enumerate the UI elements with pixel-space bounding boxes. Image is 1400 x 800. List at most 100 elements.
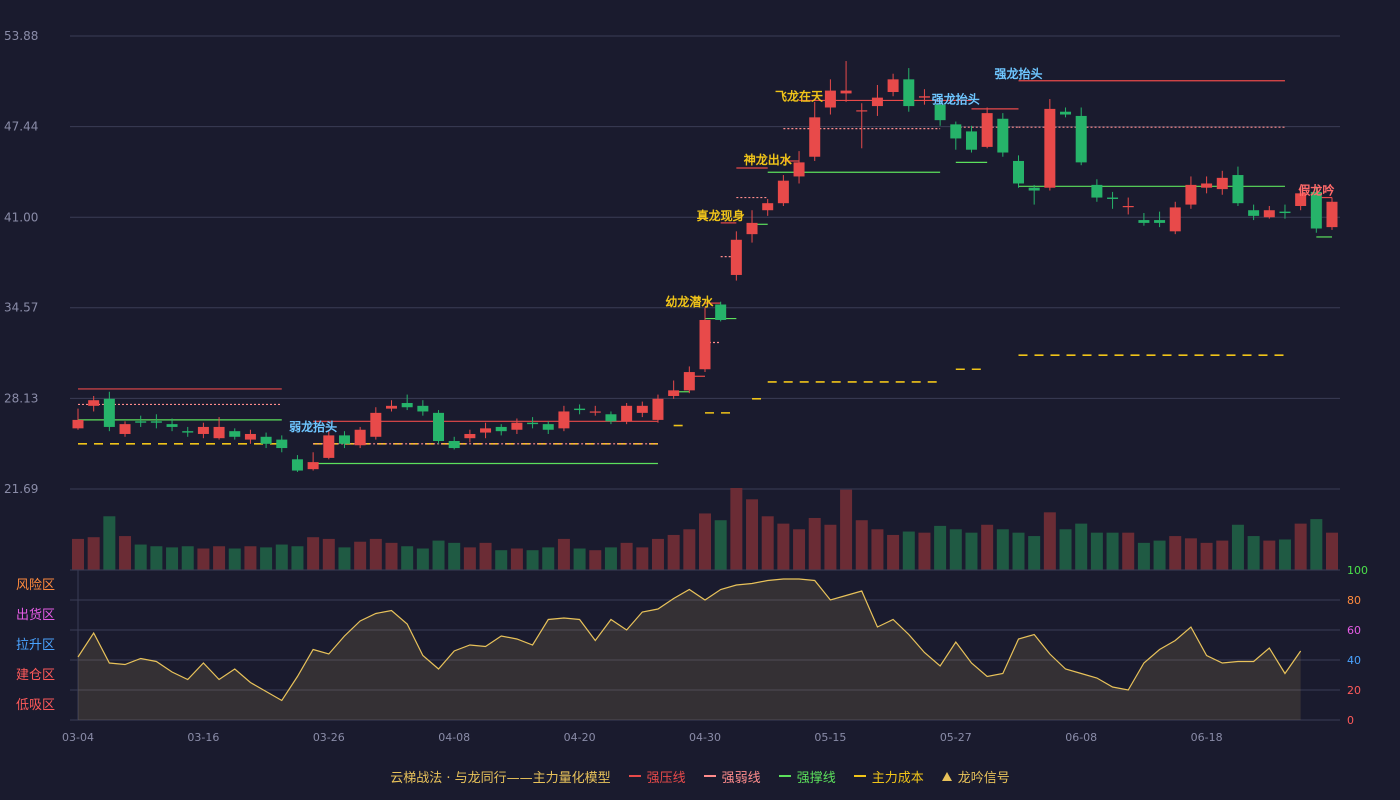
volume-bar (1169, 536, 1182, 570)
zone-label: 拉升区 (16, 638, 55, 653)
legend-label: 强压线 (646, 770, 686, 786)
candle-body (323, 435, 335, 458)
candle-body (809, 117, 821, 157)
candle-body (965, 131, 977, 150)
volume-bar (213, 546, 226, 570)
candle-body (244, 433, 256, 440)
candle-body (276, 439, 288, 449)
candle-body (197, 426, 209, 434)
volume-bar (181, 546, 194, 570)
candle-body (119, 424, 131, 434)
zone-label: 低吸区 (16, 698, 55, 713)
signal-label: 弱龙抬头 (289, 419, 337, 434)
candle-body (1107, 197, 1119, 199)
volume-bar (1200, 542, 1213, 570)
volume-bar (72, 538, 84, 570)
volume-bar (761, 516, 774, 570)
volume-bar (996, 529, 1009, 570)
x-tick-label: 05-27 (940, 731, 972, 744)
candle-body (433, 412, 445, 442)
volume-bar (197, 548, 210, 570)
candle-body (307, 462, 319, 470)
candle-body (464, 433, 476, 439)
volume-bar (871, 529, 884, 570)
signal-line (77, 578, 1302, 702)
candle-body (1169, 207, 1181, 232)
candle-body (1122, 205, 1134, 208)
candle-body (1091, 184, 1103, 198)
legend-label: 强弱线 (721, 770, 761, 786)
volume-bar (1231, 524, 1244, 570)
candle-body (621, 405, 633, 422)
volume-bar (103, 516, 116, 570)
x-tick-label: 06-08 (1065, 731, 1097, 744)
signal-label: 神龙出水 (744, 152, 793, 167)
legend-item-pressure-line[interactable]: 强压线 (628, 767, 686, 786)
candle-body (166, 424, 178, 427)
candle-body (636, 405, 648, 413)
volume-bar (510, 548, 523, 570)
legend-item-signal[interactable]: 龙吟信号 (941, 767, 1010, 786)
candle-body (589, 411, 601, 413)
y-tick-label: 34.57 (4, 301, 38, 315)
volume-bar (651, 538, 664, 570)
volume-bar (730, 488, 743, 570)
candle-body (542, 424, 554, 430)
candle-body (997, 118, 1009, 153)
volume-bar (526, 550, 539, 570)
volume-bar (150, 546, 163, 570)
candle-body (668, 390, 680, 396)
x-tick-label: 05-15 (814, 731, 846, 744)
volume-bar (479, 542, 492, 570)
chart-legend: 云梯战法 · 与龙同行——主力量化模型 强压线 强弱线 强撑线 主力成本 龙吟信… (0, 765, 1400, 787)
candle-body (1138, 220, 1150, 223)
pressure-line-swatch (628, 775, 641, 777)
candle-body (1185, 184, 1197, 205)
legend-label: 主力成本 (871, 770, 924, 786)
volume-bar (1278, 539, 1291, 570)
candle-body (354, 429, 366, 446)
x-tick-label: 04-20 (564, 731, 596, 744)
volume-bar (840, 489, 853, 570)
volume-bar (1310, 519, 1323, 570)
volume-bar (1090, 532, 1103, 570)
candle-body (260, 436, 272, 444)
candle-body (1326, 201, 1338, 228)
legend-item-cost-line[interactable]: 主力成本 (853, 767, 924, 786)
x-tick-label: 06-18 (1191, 731, 1223, 744)
candle-body (871, 97, 883, 107)
volume-bar (1326, 532, 1338, 570)
signal-label: 真龙现身 (697, 208, 745, 223)
candle-body (683, 372, 695, 391)
volume-bar (902, 531, 915, 570)
cost-line-swatch (853, 775, 866, 777)
legend-item-support-line[interactable]: 强撑线 (778, 767, 836, 786)
volume-bar (777, 523, 790, 570)
candle-body (777, 180, 789, 204)
volume-bar (949, 529, 962, 570)
candle-body (135, 421, 147, 423)
volume-bar (1263, 540, 1276, 570)
volume-bar (1043, 512, 1056, 570)
candle-body (229, 431, 241, 437)
candle-body (527, 422, 539, 425)
volume-bar (416, 548, 429, 570)
legend-item-weak-line[interactable]: 强弱线 (703, 767, 761, 786)
volume-bar (981, 524, 994, 570)
candle-body (150, 421, 162, 423)
zone-label: 出货区 (16, 607, 55, 623)
y-tick-label: 47.44 (4, 120, 38, 134)
volume-bar (1216, 540, 1229, 570)
candle-body (401, 403, 413, 408)
candle-body (1154, 220, 1166, 223)
candle-body (934, 104, 946, 121)
volume-bar (1075, 523, 1088, 570)
candle-body (574, 408, 586, 411)
candle-body (182, 431, 194, 433)
candle-body (480, 428, 492, 433)
volume-bar (855, 520, 868, 570)
zone-label: 风险区 (16, 578, 55, 593)
signal-label: 假龙吟 (1298, 183, 1334, 198)
volume-bar (307, 537, 320, 570)
candlestick-chart: 53.88 47.44 41.00 34.57 28.13 21.69 弱龙抬头 幼龙潜水 真龙… (4, 29, 1368, 744)
